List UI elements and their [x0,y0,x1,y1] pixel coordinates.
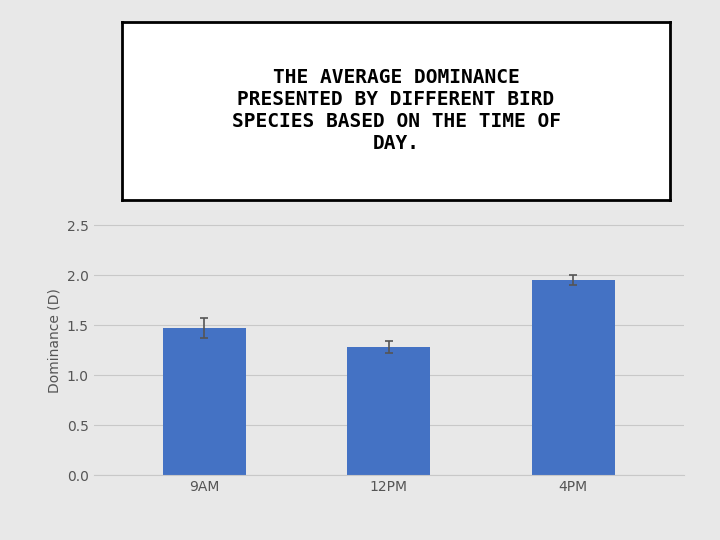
Bar [347,347,431,475]
Bar [532,280,615,475]
Text: THE AVERAGE DOMINANCE
PRESENTED BY DIFFERENT BIRD
SPECIES BASED ON THE TIME OF
D: THE AVERAGE DOMINANCE PRESENTED BY DIFFE… [232,68,560,153]
Bar [163,328,246,475]
Y-axis label: Dominance (D): Dominance (D) [48,288,61,393]
